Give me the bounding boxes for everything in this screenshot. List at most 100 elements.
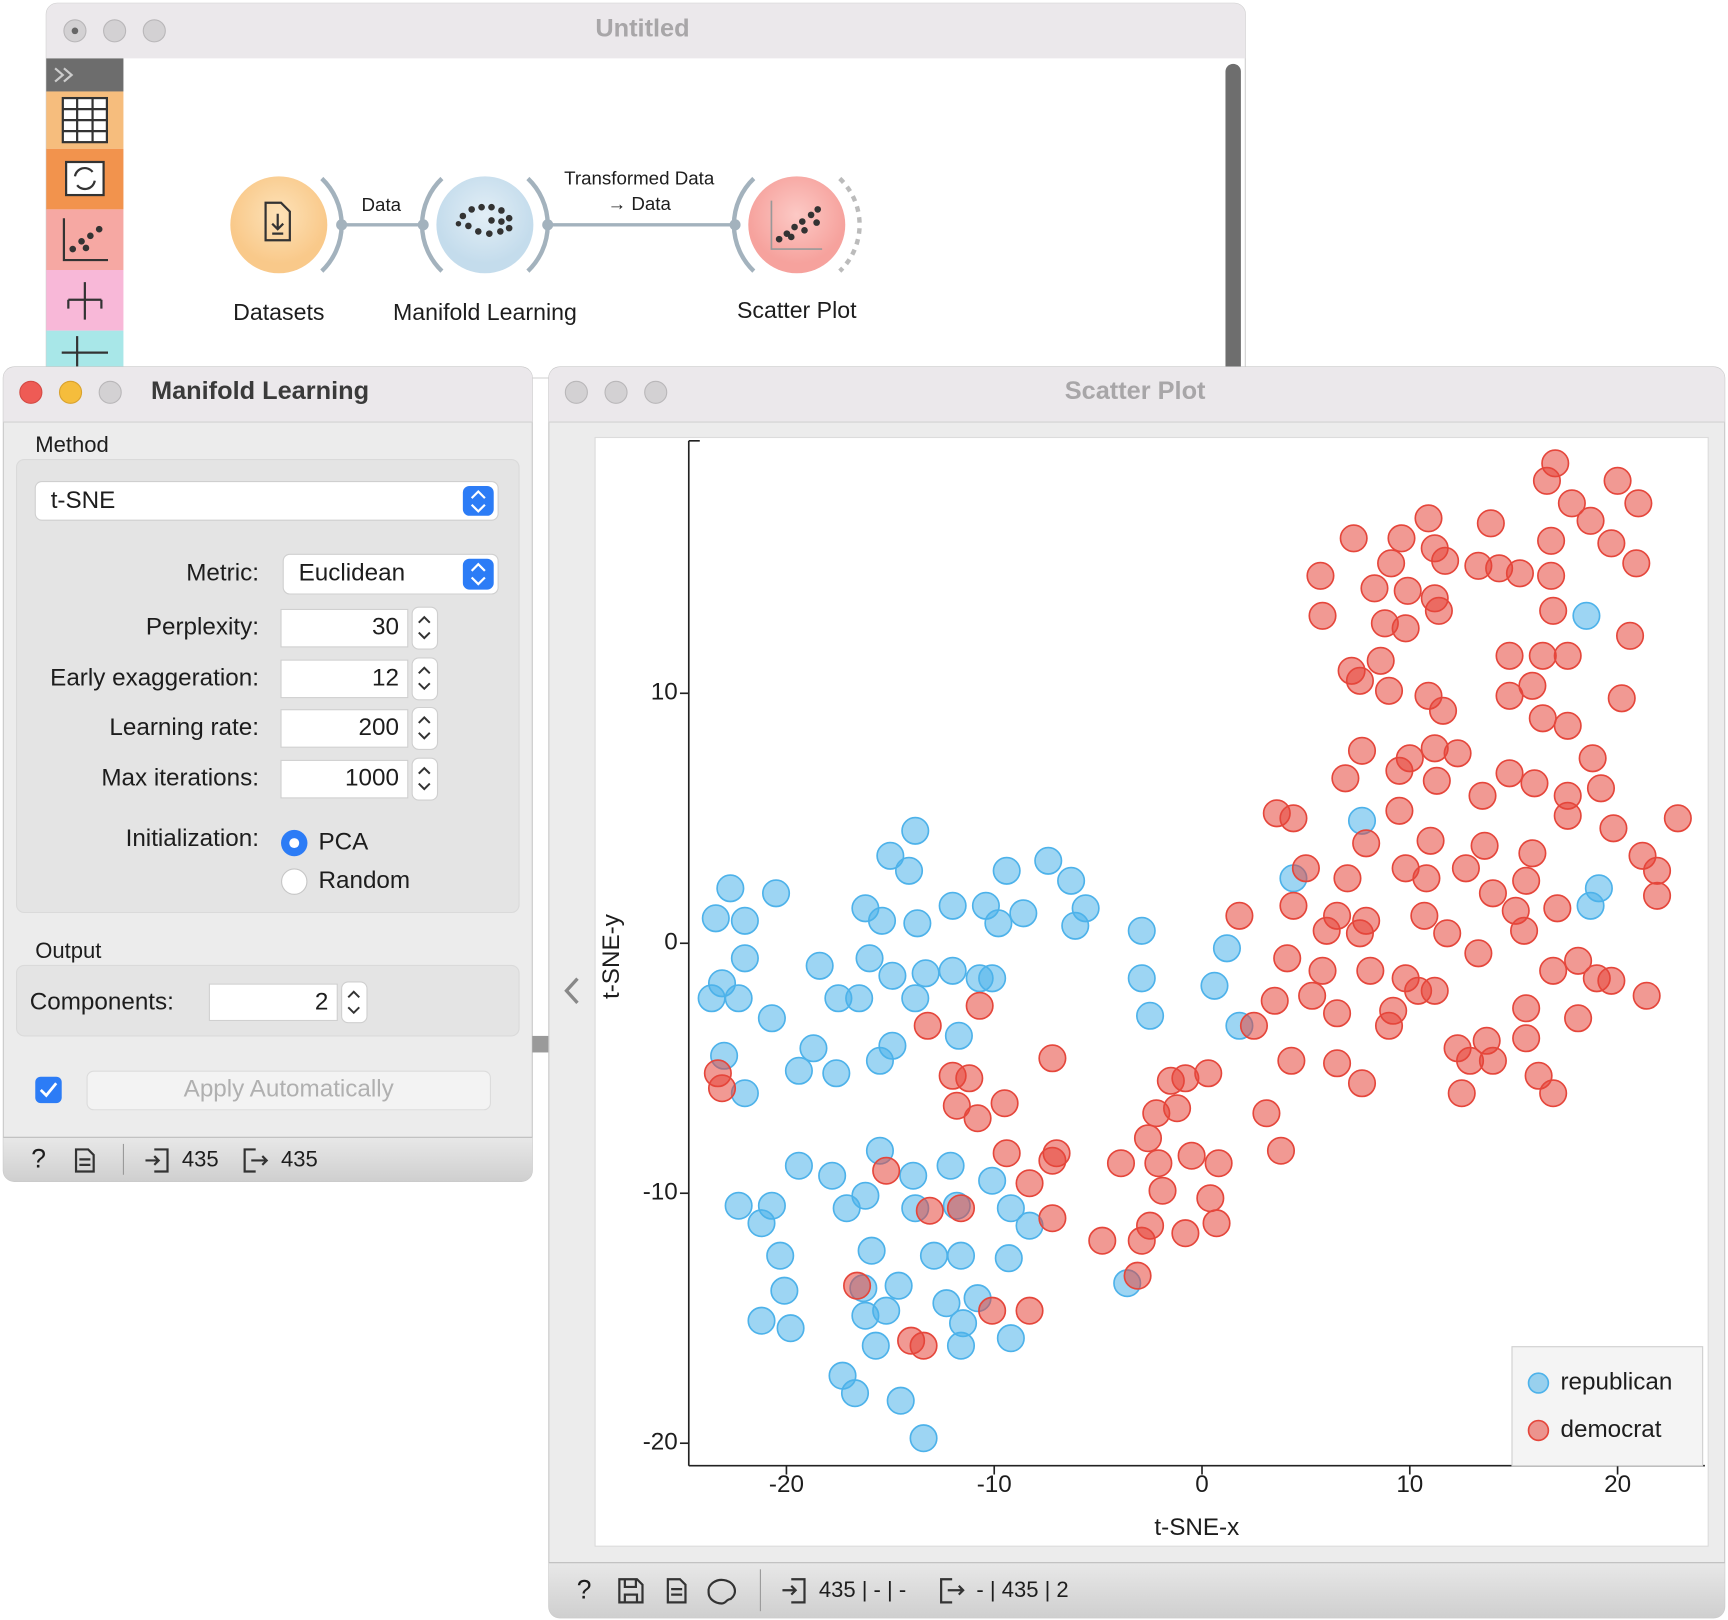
point [1539,956,1568,985]
point [942,1091,971,1120]
point [1171,1064,1200,1093]
status-output: - | 435 | 2 [976,1577,1068,1602]
input-icon [782,1578,806,1604]
point [1512,1024,1541,1053]
output-icon [243,1148,269,1173]
canvas-window: Untitled Data Transformed Data → Data [45,2,1246,379]
checkbox[interactable] [35,1076,62,1104]
point [1597,529,1626,558]
close-button[interactable] [564,380,588,404]
save-icon[interactable] [618,1578,644,1604]
report-icon[interactable] [74,1148,95,1173]
point [938,956,967,985]
scrollbar[interactable] [1225,63,1241,378]
input-icon [145,1148,169,1173]
point [1578,744,1607,773]
point [1528,704,1557,733]
point [872,1156,901,1185]
point [730,906,759,935]
point [1352,829,1381,858]
point [996,1324,1025,1353]
scatter-window: Scatter Plot -20 -10 0 10 -20 -10 0 10 20 t-SNE-x… [548,366,1726,1619]
spin-box[interactable]: 1000 [280,757,439,801]
method-combo[interactable]: t-SNE [34,481,499,521]
point [724,1191,753,1220]
point [978,1166,1007,1195]
point [1468,781,1497,810]
section-label: Method [35,432,108,457]
minimize-button[interactable] [103,19,127,43]
point [946,1194,976,1223]
help-icon[interactable]: ? [31,1143,46,1173]
splitter-handle[interactable] [532,1035,549,1053]
zoom-button[interactable] [98,380,122,404]
point [1308,956,1337,985]
point [1200,971,1229,1000]
point [822,1059,851,1088]
window-title: Manifold Learning [151,377,369,405]
node-label: Datasets [233,299,324,325]
spin-buttons[interactable] [411,757,439,801]
spin-box[interactable]: 12 [280,657,439,701]
point [1387,524,1416,553]
point [1144,1149,1173,1178]
spin-field[interactable] [280,659,409,699]
apply-button[interactable]: Apply Automatically [86,1070,491,1111]
point [899,1161,928,1190]
spin-buttons[interactable] [411,657,439,701]
point [1518,839,1547,868]
spin-buttons[interactable] [411,606,439,650]
zoom-button[interactable] [142,19,166,43]
report-icon[interactable] [666,1578,687,1604]
point [1374,1011,1404,1040]
point [955,1064,984,1093]
node[interactable]: Datasets [230,176,344,325]
minimize-button[interactable] [604,380,628,404]
palette-icon[interactable] [707,1578,736,1605]
help-icon[interactable]: ? [577,1574,592,1604]
minimize-button[interactable] [58,380,83,404]
point [1586,774,1616,803]
spin-field[interactable] [280,608,409,648]
metric-combo[interactable]: Euclidean [282,553,499,595]
spin-arrows [418,766,431,791]
show-controls[interactable] [564,977,579,1004]
point [1345,666,1374,695]
point [1171,1219,1200,1248]
spin-buttons[interactable] [411,706,439,750]
spin-field[interactable] [280,709,409,748]
point [1333,864,1362,893]
radio-label: Random [318,867,410,894]
window-title: Scatter Plot [1065,377,1206,405]
point [832,1194,861,1223]
point [894,856,924,885]
point [843,1271,872,1300]
point [1495,641,1524,670]
spin-box[interactable]: 2 [208,981,368,1024]
point [1057,866,1086,895]
radio[interactable]: PCA [281,828,369,857]
point [855,944,884,973]
field-label: Perplexity: [146,614,259,641]
radio[interactable]: Random [281,867,411,895]
point [697,984,726,1013]
node[interactable]: Scatter Plot [731,176,862,323]
point [913,1011,942,1040]
spin-field[interactable] [280,759,409,799]
point [1202,1209,1231,1238]
point [747,1306,776,1335]
point [1539,1079,1568,1108]
point [1345,919,1374,948]
spin-box[interactable]: 30 [280,606,439,650]
combo-value: t-SNE [51,487,116,514]
close-button[interactable] [19,380,43,404]
node[interactable]: Manifold Learning [393,176,577,325]
spin-box[interactable]: 200 [280,706,439,750]
legend-label: democrat [1560,1416,1661,1443]
x-axis-title: t-SNE-x [1154,1514,1239,1541]
point [1298,981,1327,1010]
toolbox [46,58,124,378]
zoom-button[interactable] [644,380,668,404]
point [1360,574,1389,603]
point [978,964,1007,993]
